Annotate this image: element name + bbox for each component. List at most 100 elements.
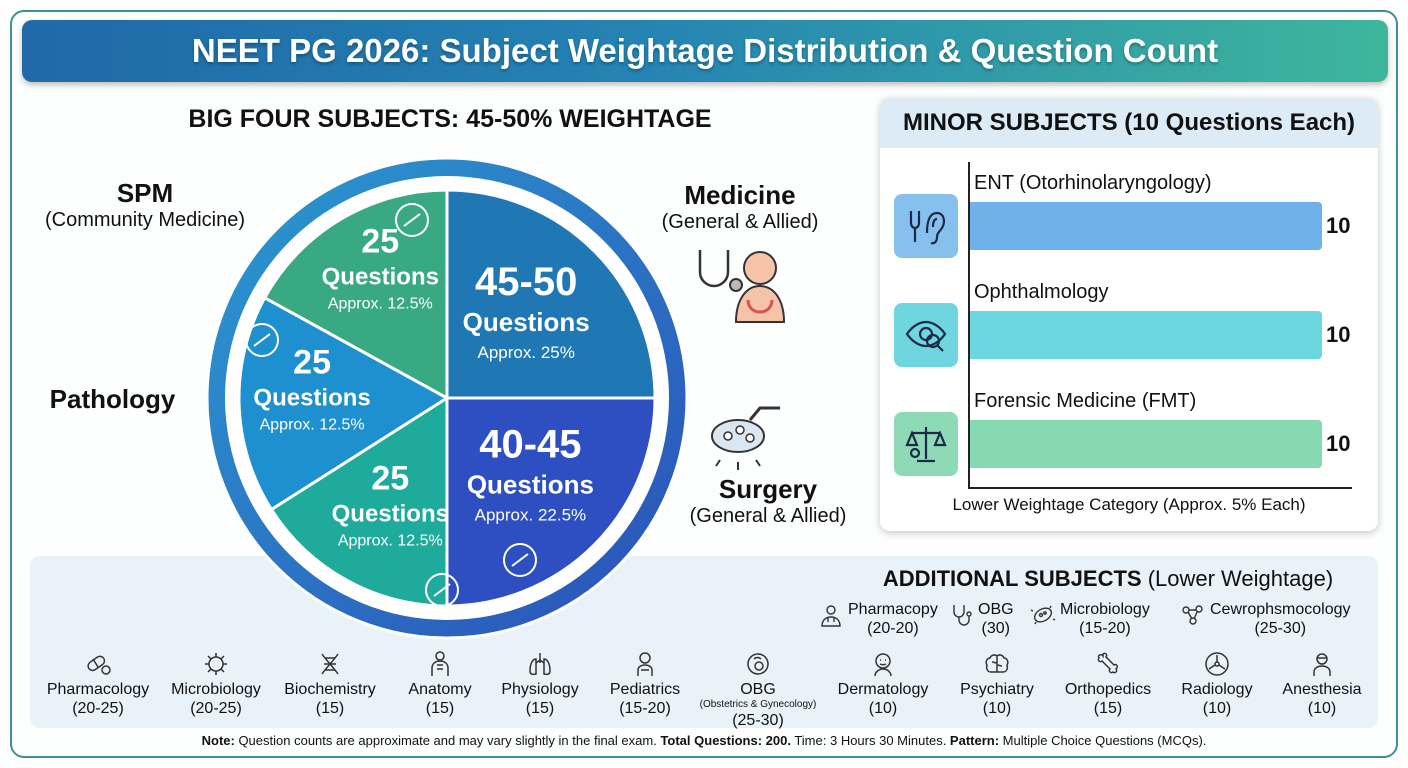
eye-icon	[894, 303, 958, 367]
medicine-label: Medicine (General & Allied)	[640, 180, 840, 234]
additional-subject-item: Radiology (10)	[1147, 650, 1287, 718]
additional-subject-count: (20-25)	[190, 700, 242, 717]
minor-subject-label: Forensic Medicine (FMT)	[974, 390, 1197, 412]
additional-subject-name: Physiology	[501, 681, 579, 698]
virus-icon	[146, 650, 286, 678]
additional-subject-item: Pediatrics (15-20)	[575, 650, 715, 718]
additional-subject-name: OBG	[740, 681, 776, 698]
additional-subject-count: (10)	[1307, 700, 1337, 717]
additional-subject-name: Dermatology	[837, 681, 929, 698]
additional-heading-rest: (Lower Weightage)	[1141, 566, 1334, 591]
pathology-label: Pathology	[30, 384, 195, 415]
note-label: Note:	[201, 733, 235, 748]
additional-subject-name: Biochemistry	[284, 681, 376, 698]
additional-subject-count: (25-30)	[1254, 620, 1307, 637]
minor-subject-bar	[970, 311, 1322, 359]
additional-subject-count: (15-20)	[619, 700, 671, 717]
additional-subject-name: Microbiology	[171, 681, 261, 698]
additional-subject-item: Biochemistry (15)	[260, 650, 400, 718]
additional-subject-count: (10)	[868, 700, 898, 717]
spm-label: SPM (Community Medicine)	[30, 178, 260, 232]
minor-subject-value: 10	[1326, 322, 1351, 347]
additional-subject-count: (25-30)	[732, 712, 784, 729]
minor-subject-label: ENT (Otorhinolaryngology)	[974, 172, 1212, 194]
additional-subject-name: Orthopedics	[1064, 681, 1152, 698]
additional-subject-count: (20-20)	[867, 620, 919, 637]
minor-subjects-panel: MINOR SUBJECTS (10 Questions Each) ENT (…	[880, 98, 1378, 531]
note-text: Question counts are approximate and may …	[234, 733, 661, 748]
additional-subject-count: (10)	[982, 700, 1012, 717]
additional-subject-item: Orthopedics (15)	[1038, 650, 1178, 718]
mask-icon	[1252, 650, 1392, 678]
surgery-label-main: Surgery	[718, 474, 818, 504]
additional-subject-count: (20-25)	[72, 700, 124, 717]
lungs-icon	[470, 650, 610, 678]
scales-icon	[894, 412, 958, 476]
face-icon	[813, 650, 953, 678]
bone-icon	[1038, 650, 1178, 678]
additional-subject-name: OBG	[978, 601, 1014, 618]
minor-chart-y-axis	[968, 162, 970, 487]
minor-subject-label: Ophthalmology	[974, 281, 1109, 303]
doctor-icon	[818, 602, 844, 628]
minor-subject-bar	[970, 202, 1322, 250]
total-label: Total Questions: 200.	[660, 733, 791, 748]
pill-icon	[28, 650, 168, 678]
additional-subject-item: Pharmacopy (20-20)	[818, 600, 948, 638]
additional-subject-name: Psychiatry	[960, 681, 1034, 698]
additional-heading-bold: ADDITIONAL SUBJECTS	[882, 566, 1142, 591]
surgery-label-sub: (General & Allied)	[689, 505, 847, 527]
medicine-label-main: Medicine	[684, 180, 796, 210]
minor-chart-caption: Lower Weightage Category (Approx. 5% Eac…	[952, 495, 1306, 514]
footnote: Note: Question counts are approximate an…	[0, 733, 1408, 748]
spm-label-main: SPM	[116, 178, 174, 208]
time-label: Time:	[790, 733, 827, 748]
baby-icon	[575, 650, 715, 678]
minor-subjects-heading: MINOR SUBJECTS (10 Questions Each)	[880, 98, 1378, 148]
additional-subject-name: Microbiology	[1060, 601, 1150, 618]
additional-subject-item: OBG (Obstetrics & Gynecology) (25-30)	[688, 650, 828, 730]
additional-subject-name: Cewrophsmocology	[1210, 601, 1351, 618]
additional-subject-item: OBG (30)	[948, 600, 1018, 638]
additional-subject-item: Anatomy (15)	[370, 650, 510, 718]
dna-icon	[260, 650, 400, 678]
spm-label-sub: (Community Medicine)	[44, 209, 246, 231]
ear-icon	[894, 194, 958, 258]
medicine-label-sub: (General & Allied)	[661, 211, 819, 233]
page-title: NEET PG 2026: Subject Weightage Distribu…	[22, 20, 1388, 82]
pattern-text: Multiple Choice Questions (MCQs).	[999, 733, 1207, 748]
additional-subject-count: (15)	[525, 700, 555, 717]
additional-subject-count: (15)	[315, 700, 345, 717]
body-icon	[370, 650, 510, 678]
additional-subjects-heading: ADDITIONAL SUBJECTS (Lower Weightage)	[868, 566, 1348, 592]
additional-subject-count: (15-20)	[1079, 620, 1131, 637]
big-four-heading: BIG FOUR SUBJECTS: 45-50% WEIGHTAGE	[188, 105, 712, 133]
pattern-label: Pattern:	[949, 733, 1000, 748]
surgery-label: Surgery (General & Allied)	[668, 474, 868, 528]
additional-subject-name: Anesthesia	[1282, 681, 1362, 698]
microbe-icon	[1030, 602, 1056, 628]
minor-subject-row: ENT (Otorhinolaryngology) 10	[880, 170, 1378, 270]
additional-subject-item: Psychiatry (10)	[927, 650, 1067, 718]
additional-subject-count: (10)	[1202, 700, 1232, 717]
pathology-label-main: Pathology	[49, 384, 176, 414]
pregnancy-icon	[688, 650, 828, 678]
brain-icon	[927, 650, 1067, 678]
additional-subject-item: Physiology (15)	[470, 650, 610, 718]
additional-subject-item: Dermatology (10)	[813, 650, 953, 718]
minor-subject-bar	[970, 420, 1322, 468]
additional-subject-item: Pharmacology (20-25)	[28, 650, 168, 718]
stethoscope-icon	[948, 602, 974, 628]
minor-subject-value: 10	[1326, 213, 1351, 238]
additional-subject-count: (30)	[981, 620, 1010, 637]
time-text: 3 Hours 30 Minutes.	[826, 733, 950, 748]
minor-subject-row: Ophthalmology 10	[880, 279, 1378, 379]
minor-subject-value: 10	[1326, 431, 1351, 456]
radiation-icon	[1147, 650, 1287, 678]
molecule-icon	[1180, 602, 1206, 628]
additional-subject-name: Pharmacology	[46, 681, 150, 698]
additional-subject-count: (15)	[1093, 700, 1123, 717]
additional-subject-name: Anatomy	[408, 681, 472, 698]
additional-subject-detail: (Obstetrics & Gynecology)	[699, 699, 817, 710]
additional-subject-item: Cewrophsmocology (25-30)	[1180, 600, 1370, 638]
